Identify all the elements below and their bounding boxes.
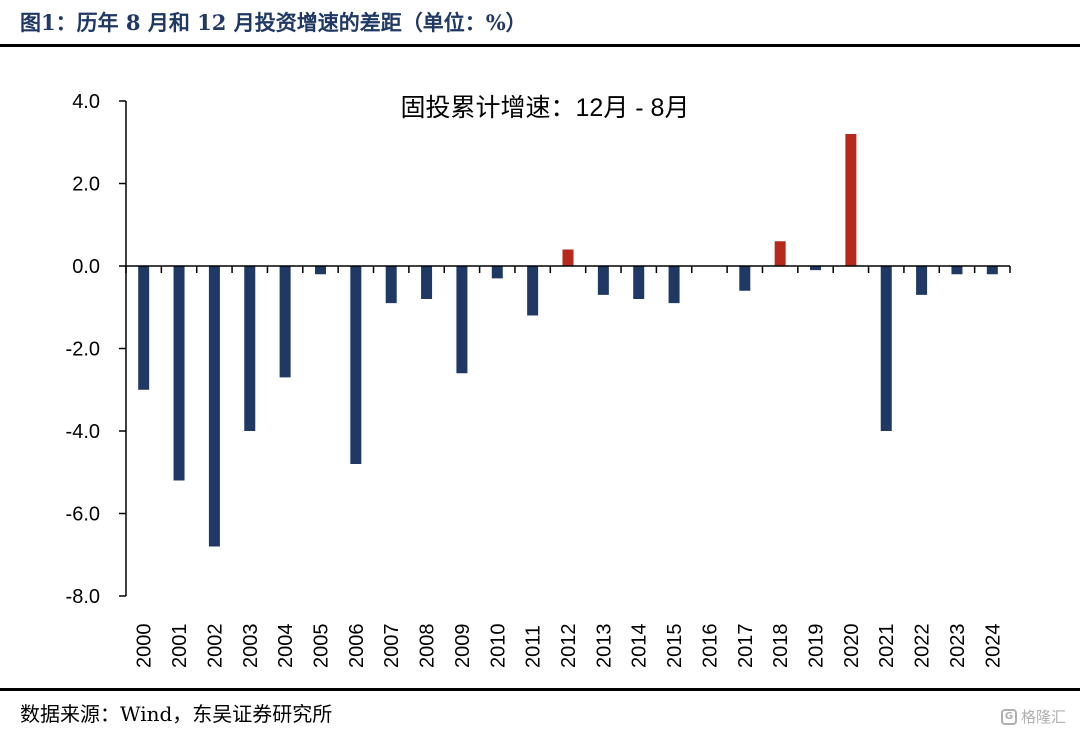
bar xyxy=(880,266,892,431)
x-tick-label: 2000 xyxy=(134,624,156,669)
x-tick-label: 2002 xyxy=(204,624,226,669)
x-tick-label: 2001 xyxy=(169,624,191,669)
watermark: G 格隆汇 xyxy=(1000,706,1066,727)
bar xyxy=(739,266,751,291)
figure-title: 图1：历年 8 月和 12 月投资增速的差距（单位：%） xyxy=(20,10,527,35)
bar xyxy=(916,266,928,295)
bar xyxy=(633,266,645,299)
x-tick-label: 2008 xyxy=(417,624,439,669)
x-tick-label: 2022 xyxy=(912,624,934,669)
watermark-text: 格隆汇 xyxy=(1020,708,1066,726)
x-tick-label: 2005 xyxy=(310,624,332,669)
bar xyxy=(456,266,468,374)
title-rule xyxy=(0,44,1080,47)
bar xyxy=(597,266,609,295)
bar xyxy=(562,249,574,266)
y-tick-label: -6.0 xyxy=(66,504,100,526)
x-tick-label: 2014 xyxy=(629,624,651,669)
x-tick-label: 2007 xyxy=(381,624,403,669)
x-tick-label: 2012 xyxy=(558,624,580,669)
y-tick-label: 0.0 xyxy=(72,256,100,278)
bar xyxy=(421,266,433,299)
bar xyxy=(350,266,362,464)
x-tick-label: 2018 xyxy=(770,624,792,669)
source-note: 数据来源：Wind，东吴证券研究所 xyxy=(20,702,333,726)
y-tick-label: -8.0 xyxy=(66,586,100,608)
bar xyxy=(810,266,822,271)
bar xyxy=(314,266,326,275)
chart-annotation: 固投累计增速：12月 - 8月 xyxy=(401,94,690,122)
bar xyxy=(173,266,185,481)
bar xyxy=(774,241,786,266)
bar-chart: 4.0 2.0 0.0 -2.0 -4.0 -6.0 -8.0 2000 2001 2002 200… xyxy=(66,91,1011,669)
bar xyxy=(668,266,680,304)
bar xyxy=(527,266,539,316)
x-tick-label: 2023 xyxy=(947,624,969,669)
x-tick-label: 2006 xyxy=(346,624,368,669)
bar xyxy=(279,266,291,378)
y-tick-label: -2.0 xyxy=(66,339,100,361)
y-tick-label: -4.0 xyxy=(66,421,100,443)
bar xyxy=(986,266,998,275)
source-rule xyxy=(0,688,1080,691)
y-tick-label: 4.0 xyxy=(72,91,100,113)
x-tick-label: 2009 xyxy=(452,624,474,669)
x-tick-label: 2013 xyxy=(593,624,615,669)
bar xyxy=(244,266,256,431)
x-tick-label: 2010 xyxy=(487,624,509,669)
bar xyxy=(385,266,397,304)
watermark-logo-icon: G xyxy=(1000,708,1017,725)
x-tick-label: 2015 xyxy=(664,624,686,669)
x-tick-label: 2021 xyxy=(876,624,898,669)
x-tick-label: 2019 xyxy=(806,624,828,669)
bar xyxy=(491,266,503,279)
bar xyxy=(138,266,150,390)
bar xyxy=(951,266,963,275)
x-tick-label: 2017 xyxy=(735,624,757,669)
x-tick-label: 2024 xyxy=(982,623,1004,668)
x-tick-label: 2004 xyxy=(275,624,297,669)
x-tick-label: 2016 xyxy=(699,624,721,669)
bar xyxy=(208,266,220,547)
y-tick-label: 2.0 xyxy=(72,174,100,196)
x-tick-label: 2020 xyxy=(841,624,863,669)
bar xyxy=(845,134,857,266)
x-tick-label: 2011 xyxy=(523,625,545,668)
x-tick-label: 2003 xyxy=(240,624,262,669)
